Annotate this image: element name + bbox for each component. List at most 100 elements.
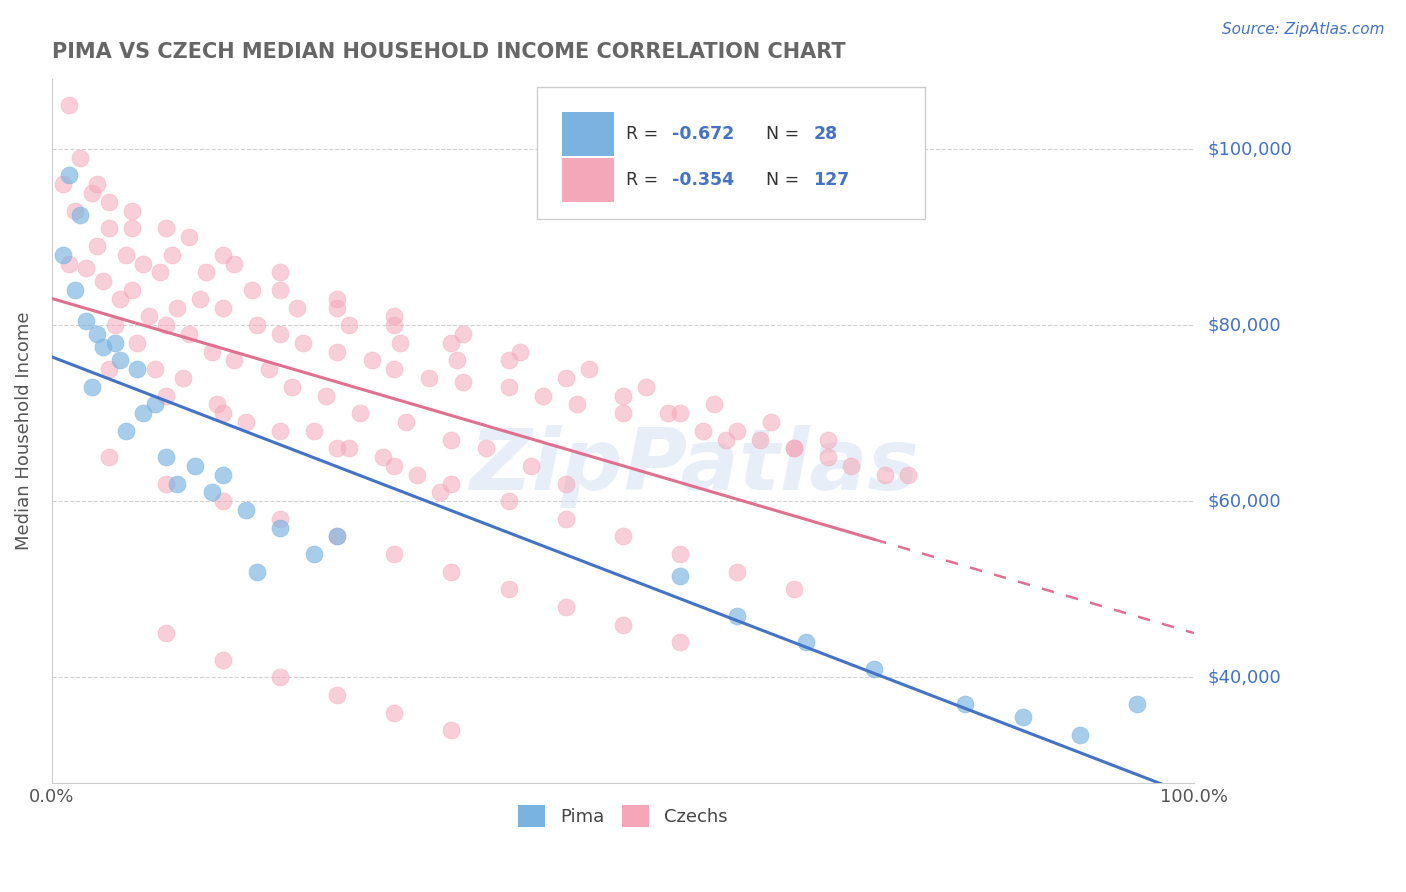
Point — [406, 467, 429, 482]
Point — [315, 388, 337, 402]
Point — [201, 485, 224, 500]
Point — [172, 371, 194, 385]
Point — [669, 569, 692, 583]
Point — [155, 626, 177, 640]
Point — [246, 565, 269, 579]
Point — [155, 221, 177, 235]
Point — [531, 388, 554, 402]
Point — [127, 335, 149, 350]
Point — [304, 547, 326, 561]
Bar — [562, 158, 613, 202]
Point — [132, 406, 155, 420]
Point — [395, 415, 418, 429]
Point — [1125, 697, 1147, 711]
Point — [669, 547, 692, 561]
Point — [75, 260, 97, 275]
Text: $40,000: $40,000 — [1208, 668, 1281, 686]
Point — [657, 406, 679, 420]
Point — [446, 353, 468, 368]
Point — [149, 265, 172, 279]
Point — [817, 450, 839, 465]
Point — [235, 503, 257, 517]
Point — [86, 178, 108, 192]
Point — [269, 265, 291, 279]
Point — [474, 442, 496, 456]
Text: R =: R = — [626, 171, 664, 189]
Point — [80, 186, 103, 200]
Point — [235, 415, 257, 429]
Point — [349, 406, 371, 420]
FancyBboxPatch shape — [537, 87, 925, 219]
Point — [554, 371, 576, 385]
Point — [69, 151, 91, 165]
Point — [285, 301, 308, 315]
Point — [269, 521, 291, 535]
Point — [212, 467, 235, 482]
Point — [634, 380, 657, 394]
Point — [212, 248, 235, 262]
Text: -0.672: -0.672 — [672, 125, 734, 144]
Point — [863, 662, 886, 676]
Point — [725, 608, 748, 623]
Point — [63, 203, 86, 218]
Text: R =: R = — [626, 125, 664, 144]
Text: $100,000: $100,000 — [1208, 140, 1292, 158]
Point — [703, 397, 725, 411]
Text: PIMA VS CZECH MEDIAN HOUSEHOLD INCOME CORRELATION CHART: PIMA VS CZECH MEDIAN HOUSEHOLD INCOME CO… — [52, 42, 845, 62]
Text: $60,000: $60,000 — [1208, 492, 1281, 510]
Point — [429, 485, 451, 500]
Legend: Pima, Czechs: Pima, Czechs — [510, 797, 734, 834]
Point — [97, 362, 120, 376]
Point — [440, 565, 463, 579]
Point — [212, 406, 235, 420]
Point — [669, 406, 692, 420]
Point — [382, 318, 405, 333]
Point — [326, 292, 349, 306]
Point — [714, 433, 737, 447]
Point — [269, 424, 291, 438]
Point — [451, 326, 474, 341]
Text: -0.354: -0.354 — [672, 171, 734, 189]
Point — [326, 688, 349, 702]
Point — [382, 706, 405, 720]
Point — [183, 458, 205, 473]
Point — [897, 467, 920, 482]
Point — [86, 239, 108, 253]
Point — [669, 635, 692, 649]
Point — [63, 283, 86, 297]
Point — [292, 335, 315, 350]
Point — [612, 529, 634, 543]
Point — [326, 529, 349, 543]
Point — [761, 415, 783, 429]
Point — [612, 406, 634, 420]
Point — [212, 494, 235, 508]
Point — [326, 442, 349, 456]
Point — [280, 380, 302, 394]
Point — [955, 697, 977, 711]
Point — [177, 326, 200, 341]
Bar — [562, 112, 613, 156]
Point — [725, 565, 748, 579]
Point — [155, 450, 177, 465]
Point — [80, 380, 103, 394]
Point — [75, 314, 97, 328]
Point — [554, 599, 576, 614]
Point — [612, 617, 634, 632]
Point — [115, 248, 138, 262]
Point — [337, 442, 360, 456]
Point — [212, 653, 235, 667]
Point — [97, 450, 120, 465]
Y-axis label: Median Household Income: Median Household Income — [15, 311, 32, 550]
Point — [201, 344, 224, 359]
Point — [498, 380, 520, 394]
Text: $80,000: $80,000 — [1208, 316, 1281, 334]
Point — [326, 529, 349, 543]
Point — [1011, 710, 1033, 724]
Point — [783, 442, 806, 456]
Point — [155, 318, 177, 333]
Text: Patlas: Patlas — [623, 425, 918, 508]
Point — [794, 635, 817, 649]
Point — [565, 397, 588, 411]
Point — [382, 458, 405, 473]
Point — [103, 318, 125, 333]
